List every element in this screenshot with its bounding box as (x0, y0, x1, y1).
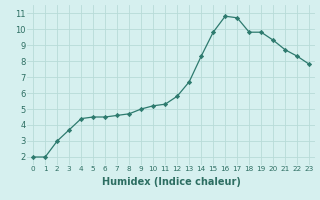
X-axis label: Humidex (Indice chaleur): Humidex (Indice chaleur) (102, 177, 241, 187)
